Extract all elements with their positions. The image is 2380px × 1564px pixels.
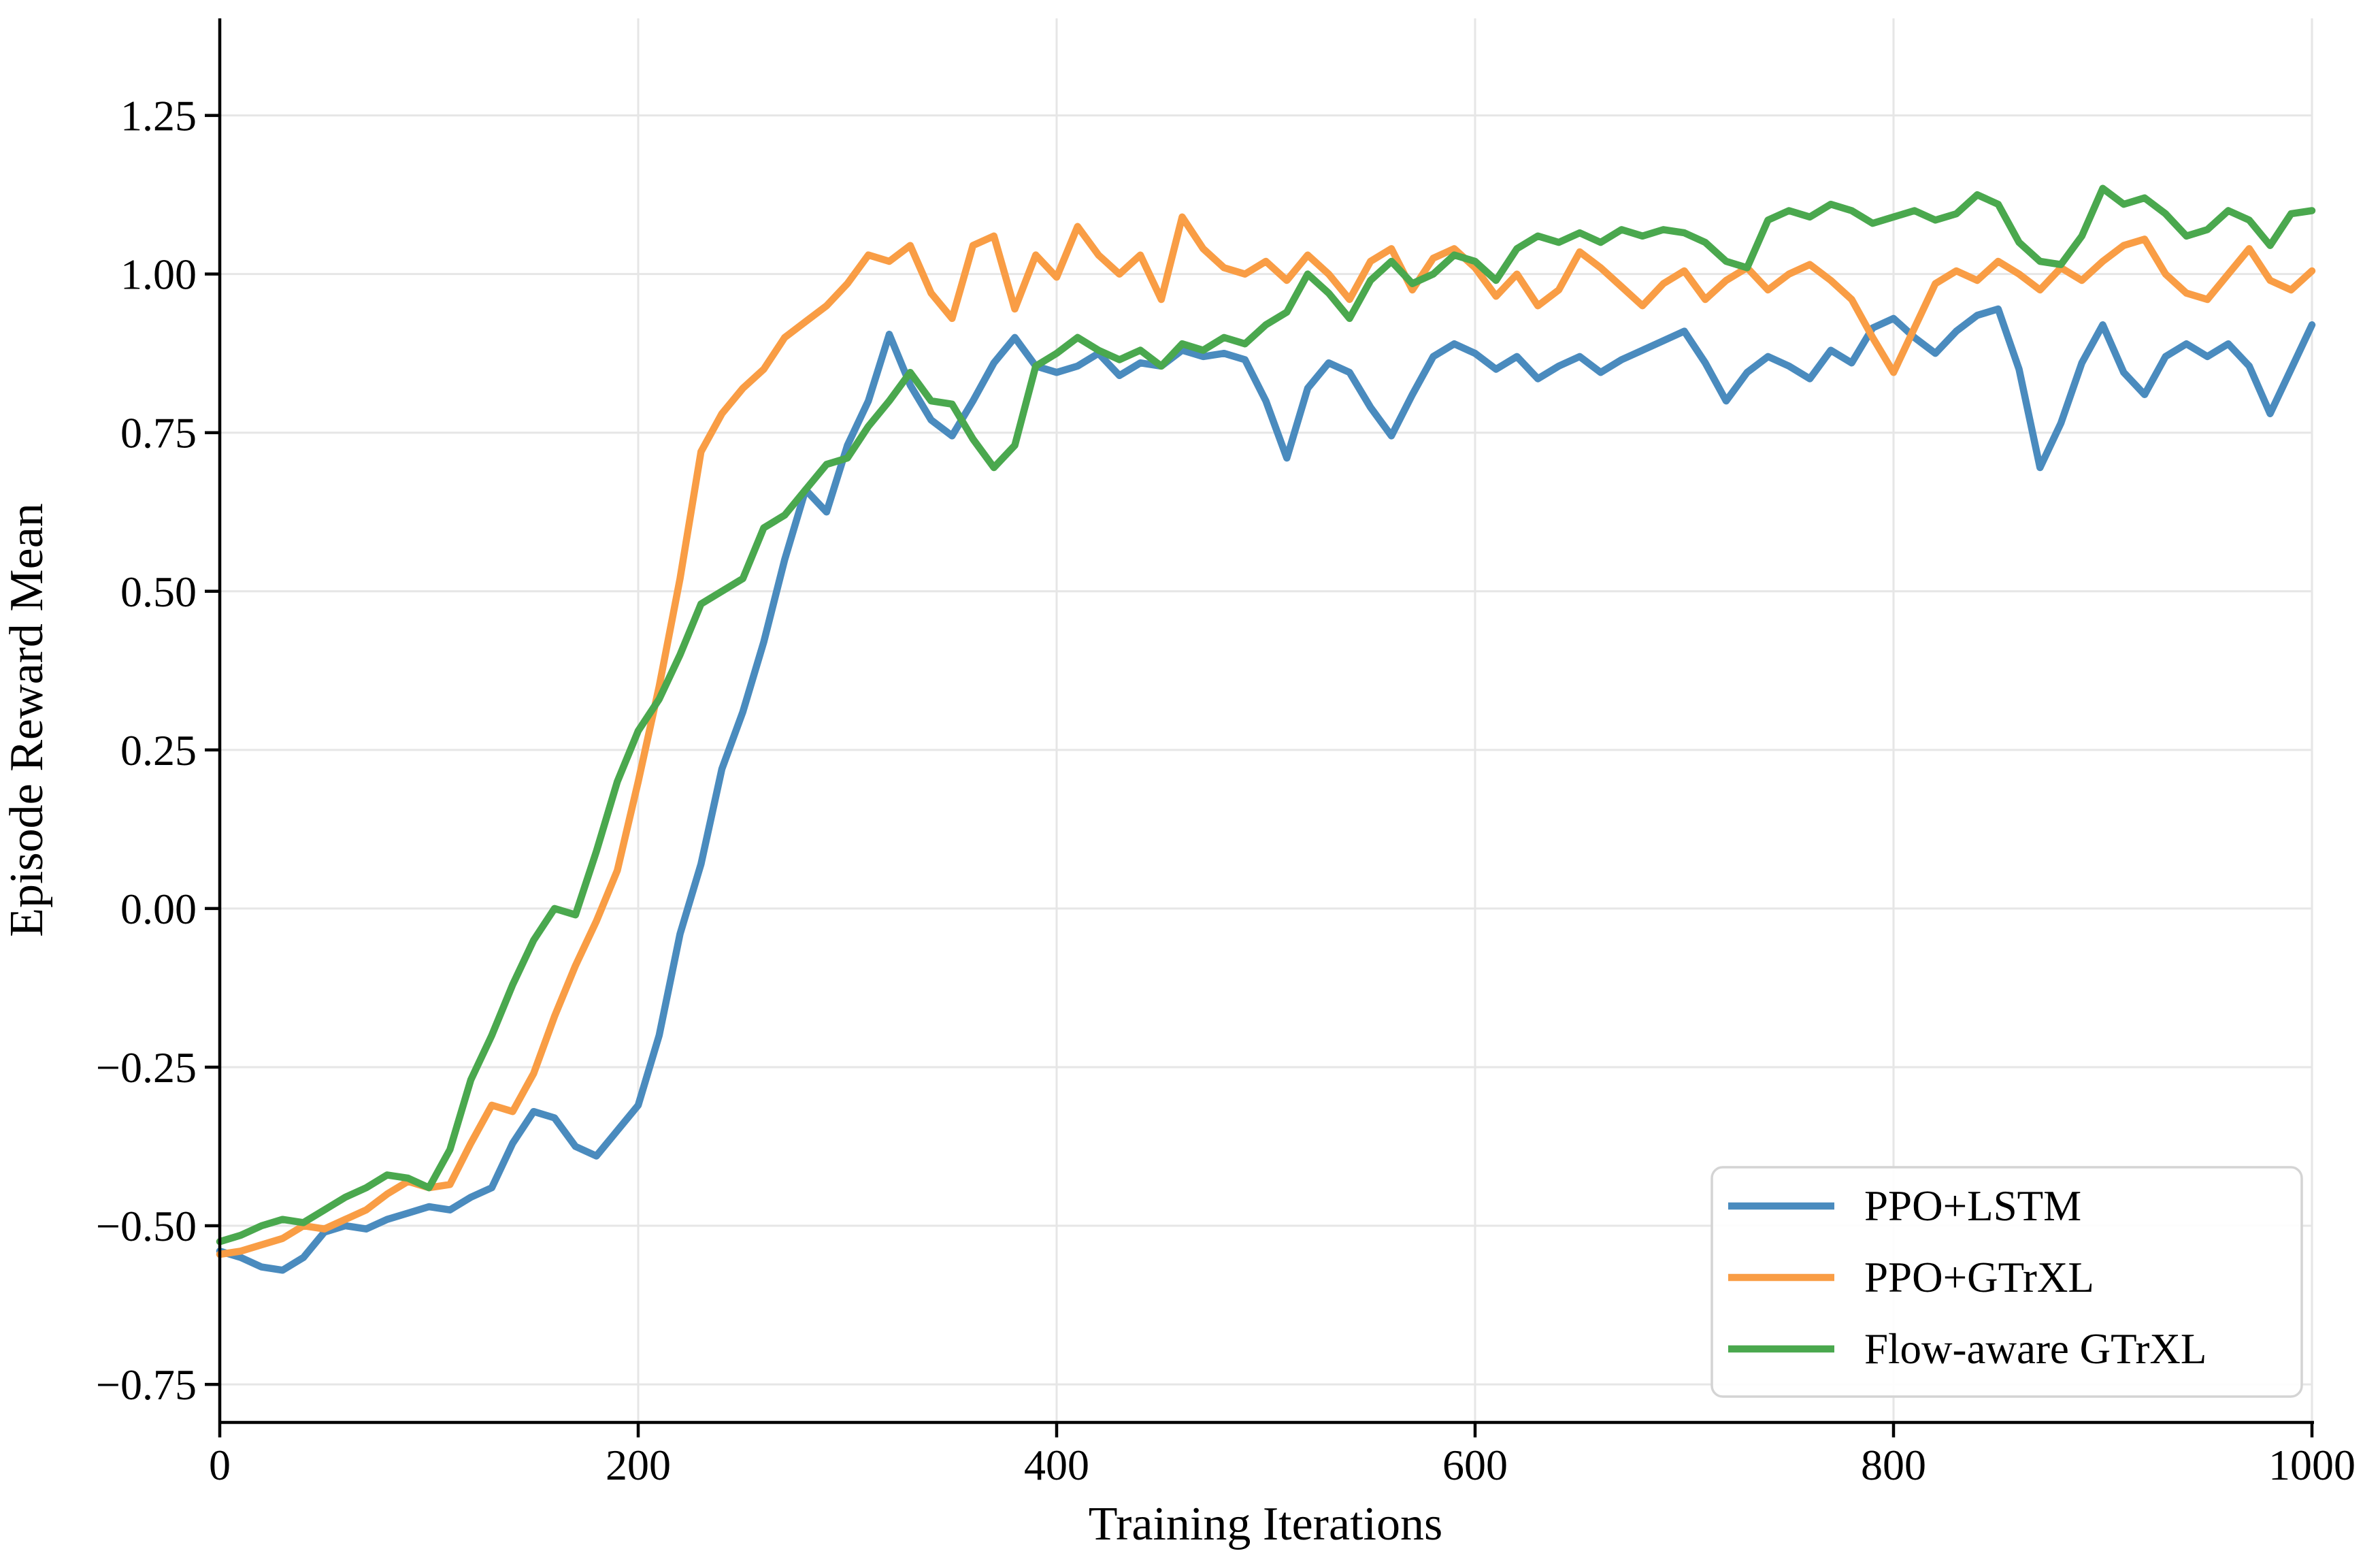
x-axis-label: Training Iterations xyxy=(1089,1498,1442,1550)
y-tick-label: −0.75 xyxy=(96,1361,197,1409)
y-tick-label: −0.50 xyxy=(96,1202,197,1250)
series-line-ppo-gtrxl xyxy=(216,213,2316,1258)
y-tick-label: 0.75 xyxy=(120,409,197,457)
x-tick-label: 600 xyxy=(1442,1441,1508,1489)
x-tick-label: 400 xyxy=(1024,1441,1089,1489)
legend: PPO+LSTM PPO+GTrXL Flow-aware GTrXL xyxy=(1710,1166,2303,1398)
legend-label-flow-aware-gtrxl: Flow-aware GTrXL xyxy=(1864,1325,2207,1373)
y-tick-label: 1.00 xyxy=(120,250,197,299)
y-axis-label: Episode Reward Mean xyxy=(1,503,53,937)
x-tick-label: 200 xyxy=(606,1441,671,1489)
y-tick-label: 1.25 xyxy=(120,92,197,140)
x-tick-label: 0 xyxy=(209,1441,231,1489)
x-tick-label: 800 xyxy=(1861,1441,1926,1489)
y-tick-label: 0.25 xyxy=(120,726,197,775)
x-tick-label: 1000 xyxy=(2268,1441,2356,1489)
plot-dynamic-layer: 0 200 400 600 800 1000 −0.75 −0.50 −0.25 0.00 0.25… xyxy=(96,18,2356,1489)
series-line-ppo-lstm xyxy=(216,305,2316,1274)
legend-box xyxy=(1710,1166,2303,1398)
y-tick-label: 0.50 xyxy=(120,568,197,616)
legend-label-ppo-gtrxl: PPO+GTrXL xyxy=(1864,1254,2094,1301)
y-tick-label: 0.00 xyxy=(120,885,197,933)
y-tick-label: −0.25 xyxy=(96,1043,197,1092)
series-line-flow-aware-gtrxl xyxy=(216,184,2316,1245)
legend-label-ppo-lstm: PPO+LSTM xyxy=(1864,1182,2081,1230)
